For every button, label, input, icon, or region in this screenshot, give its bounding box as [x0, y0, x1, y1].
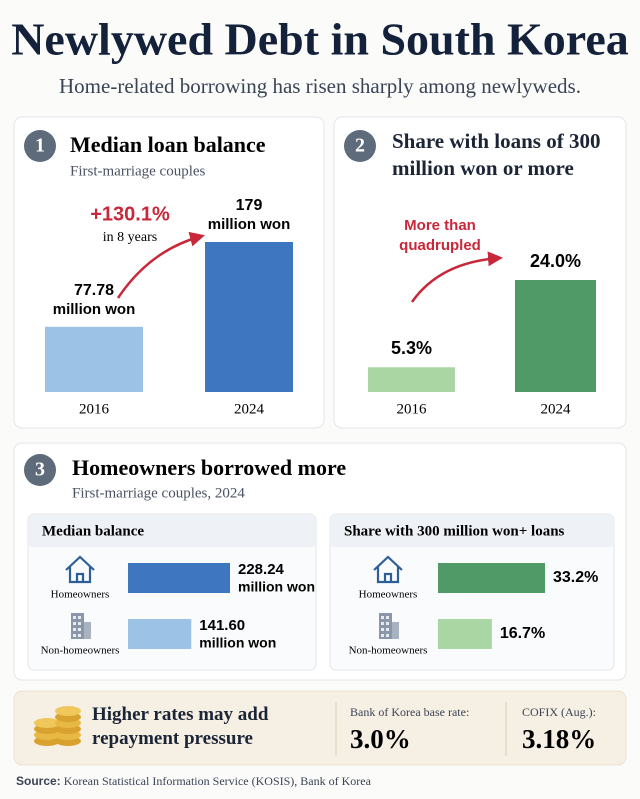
category-label: Non-homeowners: [41, 645, 120, 657]
bar: [128, 619, 192, 649]
bar: [438, 563, 545, 593]
value-label: 179: [236, 197, 263, 214]
bar: [368, 367, 455, 392]
house-icon: [65, 555, 95, 584]
badge: [344, 130, 376, 162]
building-window: [73, 622, 76, 625]
footer-box: [13, 690, 627, 766]
bar: [438, 619, 492, 649]
arrow: [116, 231, 205, 299]
category-label: Homeowners: [51, 589, 110, 601]
value-label: 141.60: [199, 617, 245, 634]
value-unit: million won: [208, 216, 291, 233]
value-unit: million won: [238, 579, 315, 595]
badge-number: 1: [35, 135, 45, 157]
building-window: [381, 622, 384, 625]
category-label: 2024: [541, 401, 572, 417]
building-icon: [71, 613, 84, 639]
badge-number: 3: [35, 459, 45, 481]
arrow: [410, 251, 503, 303]
building-window: [78, 634, 81, 637]
category-label: 2016: [79, 401, 110, 417]
panel-subtitle: First-marriage couples: [70, 163, 206, 179]
panel-title: Share with loans of 300 million won or m…: [392, 129, 601, 180]
badge-number: 2: [355, 135, 365, 157]
subtitle: Home-related borrowing has risen sharply…: [59, 74, 581, 98]
subpanel-title: Median balance: [42, 523, 144, 539]
subpanel-header: [29, 515, 315, 547]
rate-label: COFIX (Aug.):: [522, 705, 596, 719]
category-label: Homeowners: [359, 589, 418, 601]
bar: [128, 563, 230, 593]
source-text: Korean Statistical Information Service (…: [64, 774, 372, 788]
building-icon: [84, 622, 91, 639]
building-window: [381, 628, 384, 631]
value-label: 24.0%: [530, 251, 581, 271]
category-label: 2016: [397, 401, 428, 417]
title: Newlywed Debt in South Korea: [11, 14, 629, 65]
value-unit: million won: [199, 635, 276, 651]
coins-icon: [34, 706, 81, 746]
building-window: [386, 622, 389, 625]
house-icon: [373, 555, 403, 584]
building-window: [386, 628, 389, 631]
building-window: [381, 634, 384, 637]
category-label: 2024: [234, 401, 265, 417]
building-icon: [392, 622, 399, 639]
panel-title: Median loan balance: [70, 132, 266, 157]
annotation: More than quadrupled: [399, 217, 481, 254]
value-unit: million won: [53, 301, 136, 318]
rate-label: Bank of Korea base rate:: [350, 705, 469, 719]
building-icon: [379, 613, 392, 639]
badge: [24, 130, 56, 162]
building-window: [73, 628, 76, 631]
building-window: [73, 616, 76, 619]
panel-title: Homeowners borrowed more: [72, 455, 346, 480]
category-label: Non-homeowners: [349, 645, 428, 657]
source-label: Source:: [16, 774, 61, 788]
panel-subtitle: First-marriage couples, 2024: [72, 485, 245, 501]
rate-value: 3.18%: [522, 724, 596, 754]
building-window: [386, 616, 389, 619]
bar: [45, 326, 143, 392]
building-window: [78, 628, 81, 631]
subpanel-title: Share with 300 million won+ loans: [344, 523, 565, 539]
building-window: [78, 622, 81, 625]
building-window: [73, 634, 76, 637]
building-window: [381, 616, 384, 619]
value-label: 33.2%: [553, 569, 598, 586]
subpanel-header: [331, 515, 613, 547]
value-label: 16.7%: [500, 625, 545, 642]
badge: [24, 454, 56, 486]
bar: [515, 280, 596, 392]
building-window: [386, 634, 389, 637]
annotation-note: in 8 years: [103, 230, 157, 245]
annotation: +130.1%: [90, 203, 170, 225]
building-window: [78, 616, 81, 619]
source: Source: Korean Statistical Information S…: [16, 774, 372, 788]
footer-message: Higher rates may add repayment pressure: [92, 704, 269, 749]
value-label: 5.3%: [391, 338, 432, 358]
bar: [205, 242, 293, 392]
rate-value: 3.0%: [350, 724, 411, 754]
value-label: 77.78: [74, 282, 114, 299]
value-label: 228.24: [238, 561, 285, 578]
